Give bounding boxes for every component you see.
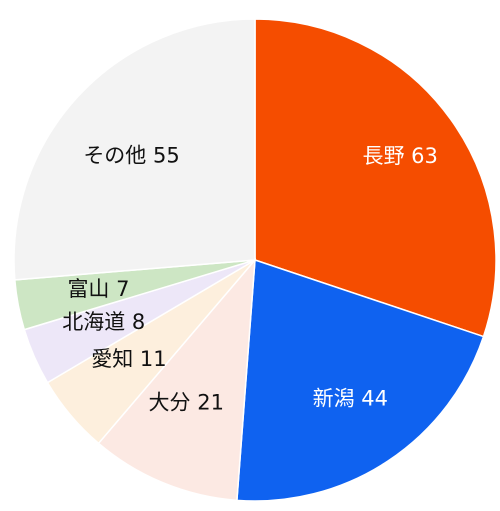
pie-slice-label-5: 北海道 8 — [62, 310, 145, 334]
pie-slice-7 — [13, 18, 256, 281]
pie-slice-label-7: その他 55 — [83, 144, 179, 168]
pie-slices — [13, 18, 497, 502]
pie-slice-2 — [236, 258, 485, 502]
pie-slice-3 — [97, 257, 256, 502]
pie-slice-label-3: 大分 21 — [149, 391, 224, 415]
pie-slice-label-6: 富山 7 — [67, 277, 129, 301]
pie-slice-label-4: 愛知 11 — [91, 347, 166, 371]
pie-slice-1 — [254, 18, 497, 338]
pie-slice-label-2: 新潟 44 — [313, 386, 388, 410]
pie-labels: 長野 63 新潟 44 大分 21 愛知 11 北海道 8 富山 7 その他 55 — [62, 144, 438, 415]
pie-slice-label-1: 長野 63 — [362, 144, 437, 168]
